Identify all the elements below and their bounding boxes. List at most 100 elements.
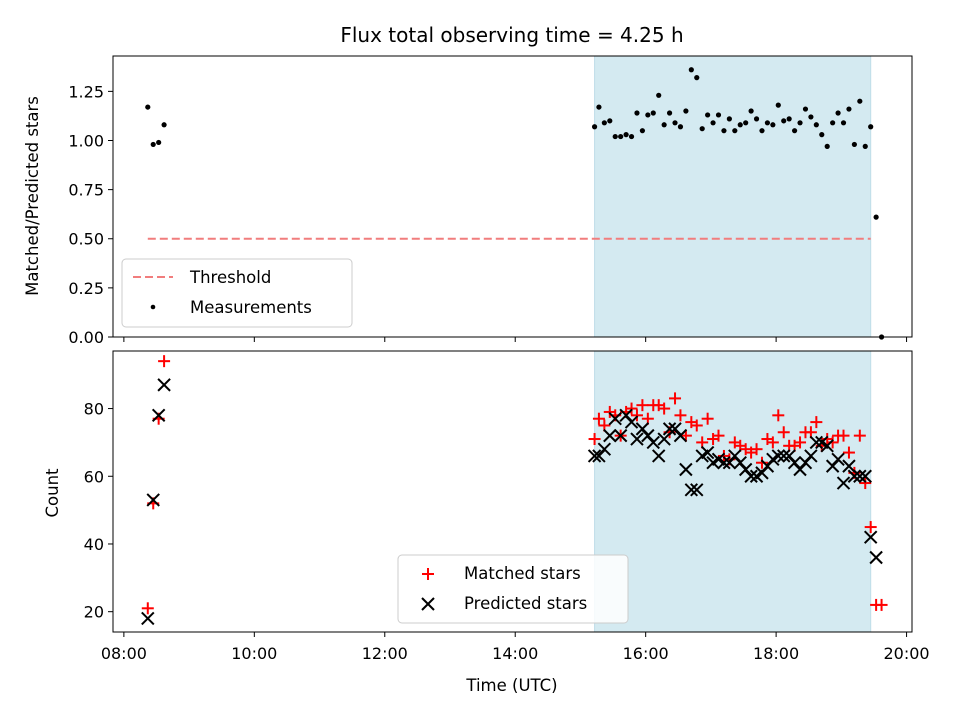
matched-star-point	[853, 429, 866, 442]
measurement-point	[770, 122, 776, 128]
measurement-point	[161, 122, 167, 128]
measurement-point	[846, 106, 852, 112]
matched-star-point	[701, 412, 714, 425]
measurement-point	[726, 116, 732, 122]
bottom-y-tick-label: 40	[84, 535, 104, 554]
matched-star-point	[794, 436, 807, 449]
legend-matched-label: Matched stars	[464, 564, 581, 583]
bottom-y-tick-label: 60	[84, 467, 104, 486]
measurement-point	[677, 124, 684, 130]
measurement-point	[857, 98, 863, 104]
measurement-point	[819, 132, 825, 138]
predicted-star-point	[608, 412, 622, 426]
measurement-point	[824, 143, 830, 149]
x-tick-label: 10:00	[231, 644, 277, 663]
x-tick-label: 20:00	[884, 644, 930, 663]
measurement-point	[639, 128, 646, 134]
bottom-x-ticks: 08:00 10:00 12:00 14:00 16:00 18:00 20:00	[101, 632, 930, 663]
measurement-point	[699, 126, 705, 132]
measurement-point	[623, 132, 629, 138]
matched-star-point	[141, 602, 154, 615]
top-y-tick-label: 1.00	[68, 131, 104, 150]
top-y-tick-label: 0.75	[68, 181, 104, 200]
bottom-axes-frame	[112, 350, 913, 633]
top-y-tick-label: 1.25	[68, 82, 104, 101]
predicted-star-point	[853, 469, 867, 483]
matched-star-point	[712, 429, 725, 442]
predicted-star-point	[603, 428, 617, 443]
measurement-point	[791, 128, 798, 134]
chart-title: Flux total observing time = 4.25 h	[340, 23, 683, 47]
matched-star-point	[875, 598, 888, 611]
measurement-point	[764, 120, 771, 126]
bottom-y-tick-label: 20	[84, 603, 104, 622]
predicted-star-point	[700, 445, 715, 460]
matched-star-point	[837, 429, 850, 442]
measurement-point	[150, 141, 156, 148]
matched-star-point	[625, 402, 638, 415]
predicted-star-point	[624, 415, 639, 429]
top-axes-frame	[112, 55, 913, 338]
predicted-star-point	[869, 550, 883, 565]
predicted-star-point	[684, 483, 699, 497]
measurement-point	[634, 110, 640, 116]
measurement-point	[672, 120, 678, 126]
bottom-legend: Matched stars Predicted stars	[397, 554, 629, 624]
measurement-point	[645, 112, 651, 118]
measurement-point	[683, 108, 689, 114]
legend-measurements-swatch	[150, 304, 156, 310]
bottom-observing-span	[594, 350, 872, 633]
predicted-star-point	[157, 378, 171, 392]
x-tick-label: 14:00	[492, 644, 538, 663]
predicted-star-point	[863, 530, 878, 544]
predicted-star-point	[630, 432, 644, 446]
predicted-star-point	[673, 428, 688, 443]
predicted-star-point	[847, 469, 862, 483]
legend-predicted-swatch	[421, 597, 435, 611]
measurement-point	[156, 139, 162, 146]
top-y-axis-label: Matched/Predicted stars	[23, 96, 42, 296]
predicted-star-point	[831, 452, 845, 467]
measurement-point	[851, 141, 857, 148]
x-tick-label: 16:00	[623, 644, 669, 663]
x-tick-label: 18:00	[753, 644, 799, 663]
predicted-star-point	[597, 442, 612, 456]
top-panel: 0.00 0.25 0.50 0.75 1.00 1.25 Flux total obse…	[23, 23, 913, 347]
measurement-point	[830, 120, 836, 126]
measurement-point	[721, 128, 727, 134]
x-axis-label: Time (UTC)	[465, 676, 557, 695]
matched-star-point	[674, 409, 687, 422]
predicted-star-point	[820, 439, 834, 453]
matched-star-point	[864, 521, 877, 534]
legend-threshold-label: Threshold	[189, 268, 271, 287]
measurement-point	[797, 120, 803, 126]
predicted-star-point	[652, 449, 666, 463]
matched-star-point	[755, 456, 768, 469]
matched-star-point	[810, 416, 823, 429]
legend-predicted-label: Predicted stars	[464, 594, 587, 613]
matched-star-point	[772, 409, 785, 422]
top-legend: Threshold Measurements	[121, 258, 353, 328]
measurement-point	[688, 67, 694, 73]
matched-star-point	[777, 426, 790, 439]
measurement-point	[835, 110, 841, 116]
matched-star-point	[588, 433, 601, 446]
top-x-ticks	[123, 337, 908, 342]
measurement-point	[661, 122, 667, 128]
legend-measurements-label: Measurements	[190, 298, 312, 317]
top-y-tick-label: 0.00	[68, 328, 104, 347]
measurement-point	[759, 128, 765, 134]
measurement-point	[705, 112, 711, 118]
bottom-y-axis-label: Count	[43, 468, 62, 518]
predicted-star-point	[141, 611, 155, 626]
measurement-point	[612, 133, 618, 140]
matched-star-point	[859, 477, 872, 490]
matched-star-point	[669, 392, 682, 405]
predicted-star-point	[657, 432, 671, 446]
top-legend-box	[121, 258, 353, 328]
matched-star-point	[690, 419, 703, 432]
measurement-point	[786, 116, 792, 122]
measurement-point	[808, 114, 814, 120]
predicted-star-point	[679, 462, 693, 477]
predicted-star-point	[842, 459, 856, 473]
